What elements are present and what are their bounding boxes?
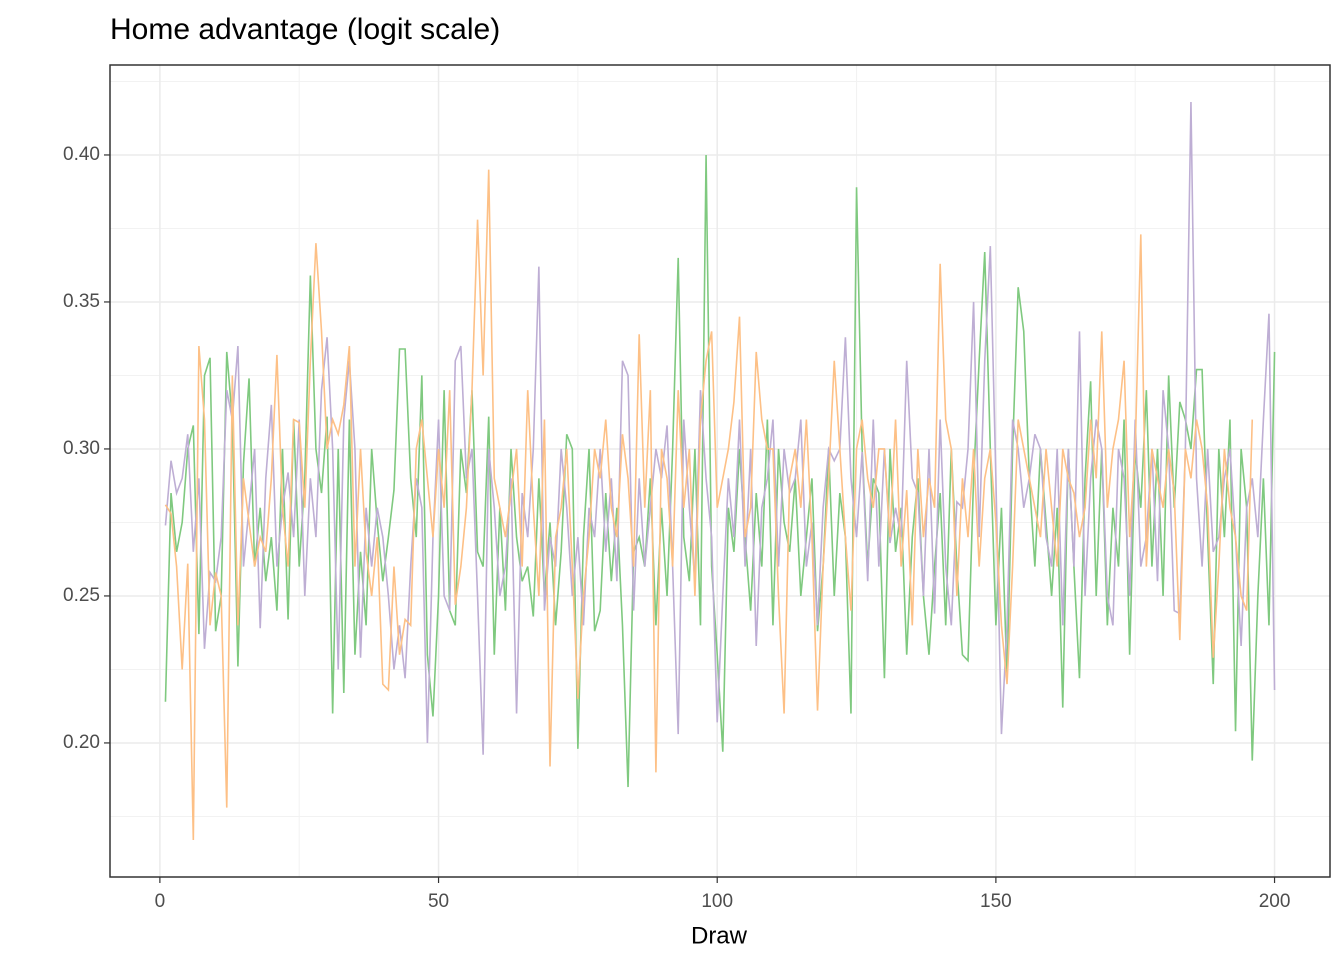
y-tick-label: 0.30	[63, 438, 100, 459]
x-tick-label: 0	[155, 891, 166, 912]
x-tick-label: 150	[980, 891, 1012, 912]
x-tick-label: 50	[428, 891, 449, 912]
y-tick-label: 0.40	[63, 144, 100, 165]
chart-title: Home advantage (logit scale)	[110, 13, 500, 46]
series-line	[164, 169, 1254, 840]
series-line	[164, 154, 1276, 788]
x-tick-label: 100	[701, 891, 733, 912]
y-tick-label: 0.20	[63, 732, 100, 753]
x-tick-label: 200	[1259, 891, 1291, 912]
x-axis-label: Draw	[691, 922, 748, 949]
plot-border	[109, 64, 1331, 878]
y-tick-label: 0.25	[63, 585, 100, 606]
y-tick-label: 0.35	[63, 291, 100, 312]
